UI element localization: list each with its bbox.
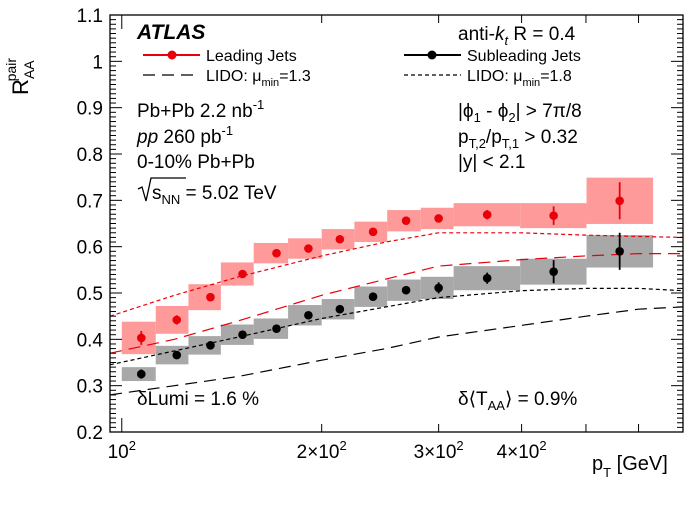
data-point [482,210,492,219]
dphi-cut: |ϕ1 - ϕ2| > 7π/8 [458,101,582,125]
data-point [615,196,624,206]
data-point [434,214,443,223]
y-tick-label: 1.1 [77,6,103,27]
model-curve [110,232,683,317]
data-point [172,315,182,325]
atlas-label: ATLAS [136,21,205,44]
data-point [136,333,146,343]
sys-box [220,324,254,345]
series-points-1 [136,232,624,379]
y-tick-label: 0.3 [77,377,103,398]
jet-algorithm-label: anti-kt R = 0.4 [458,24,576,48]
data-point [238,269,247,279]
data-point [238,330,247,340]
y-tick-label: 0.9 [77,99,103,120]
plot-area [110,177,683,396]
data-point [206,341,215,350]
rapidity-cut: |y| < 2.1 [458,152,525,173]
x-tick-label: 102 [108,438,136,463]
data-point [615,247,624,256]
y-tick-label: 0.4 [77,330,104,351]
y-tick-label: 0.8 [77,145,103,166]
data-point [304,310,313,320]
series-points-0 [136,182,624,345]
y-tick-label: 1 [92,52,103,73]
data-point [304,244,313,253]
x-tick-label: 4×102 [497,438,547,463]
data-point [172,350,182,360]
y-tick-label: 0.5 [77,284,103,305]
y-tick-label: 0.7 [77,191,103,212]
pt-ratio-cut: pT,2/pT,1 > 0.32 [458,127,578,151]
sys-box [188,336,221,355]
axis-ticks: 0.2 0.3 0.4 0.5 0.6 0.7 0.8 0.9 1 1.1 102 2×102 3×10… [77,6,684,463]
data-point [335,234,345,244]
data-point [401,285,411,295]
energy-label: sNN = 5.02 TeV [137,177,277,207]
data-point [482,273,492,283]
x-tick-label: 3×102 [414,438,464,463]
model-curve [110,306,683,396]
data-point [549,211,558,220]
legend-leading-marker [167,50,177,60]
svg-text:sNN = 5.02 TeV: sNN = 5.02 TeV [152,183,277,207]
sys-box [253,242,289,264]
legend-lido18-label: LIDO: μmin=1.8 [467,68,572,89]
lumi-uncertainty: δLumi = 1.6 % [137,389,259,410]
data-point [368,292,378,302]
data-point [136,369,146,379]
x-axis-label: pT [GeV] [592,453,668,480]
pp-luminosity: pp 260 pb-1 [136,123,233,148]
data-point [549,267,558,276]
legend: Leading Jets LIDO: μmin=1.3 Subleading J… [143,48,581,89]
sys-box [253,318,289,339]
sys-band-group-1 [121,235,654,382]
sys-box [155,305,189,334]
legend-leading-label: Leading Jets [206,48,297,65]
sys-box [188,284,221,311]
y-tick-label: 0.6 [77,238,103,259]
data-point [368,227,378,237]
data-point [335,304,345,314]
sqrt-symbol [137,177,186,202]
model-curve [110,253,683,354]
x-tick-label: 2×102 [297,438,347,463]
annotations: ATLAS anti-kt R = 0.4 Pb+Pb 2.2 nb-1 pp … [136,21,582,413]
data-point [272,324,281,333]
legend-lido13-label: LIDO: μmin=1.3 [206,68,311,89]
data-point [272,248,281,258]
sys-box [220,262,254,286]
data-point [401,216,411,226]
y-tick-label: 0.2 [77,423,103,444]
taa-uncertainty: δ⟨TAA⟩ = 0.9% [458,389,577,413]
pbpb-luminosity: Pb+Pb 2.2 nb-1 [137,97,264,122]
centrality-label: 0-10% Pb+Pb [137,152,255,173]
y-axis-label: RAApair [3,58,37,95]
data-point [206,292,215,302]
legend-subleading-label: Subleading Jets [467,48,581,65]
legend-subleading-marker [427,50,437,60]
sys-box [155,345,189,365]
data-point [434,283,443,293]
